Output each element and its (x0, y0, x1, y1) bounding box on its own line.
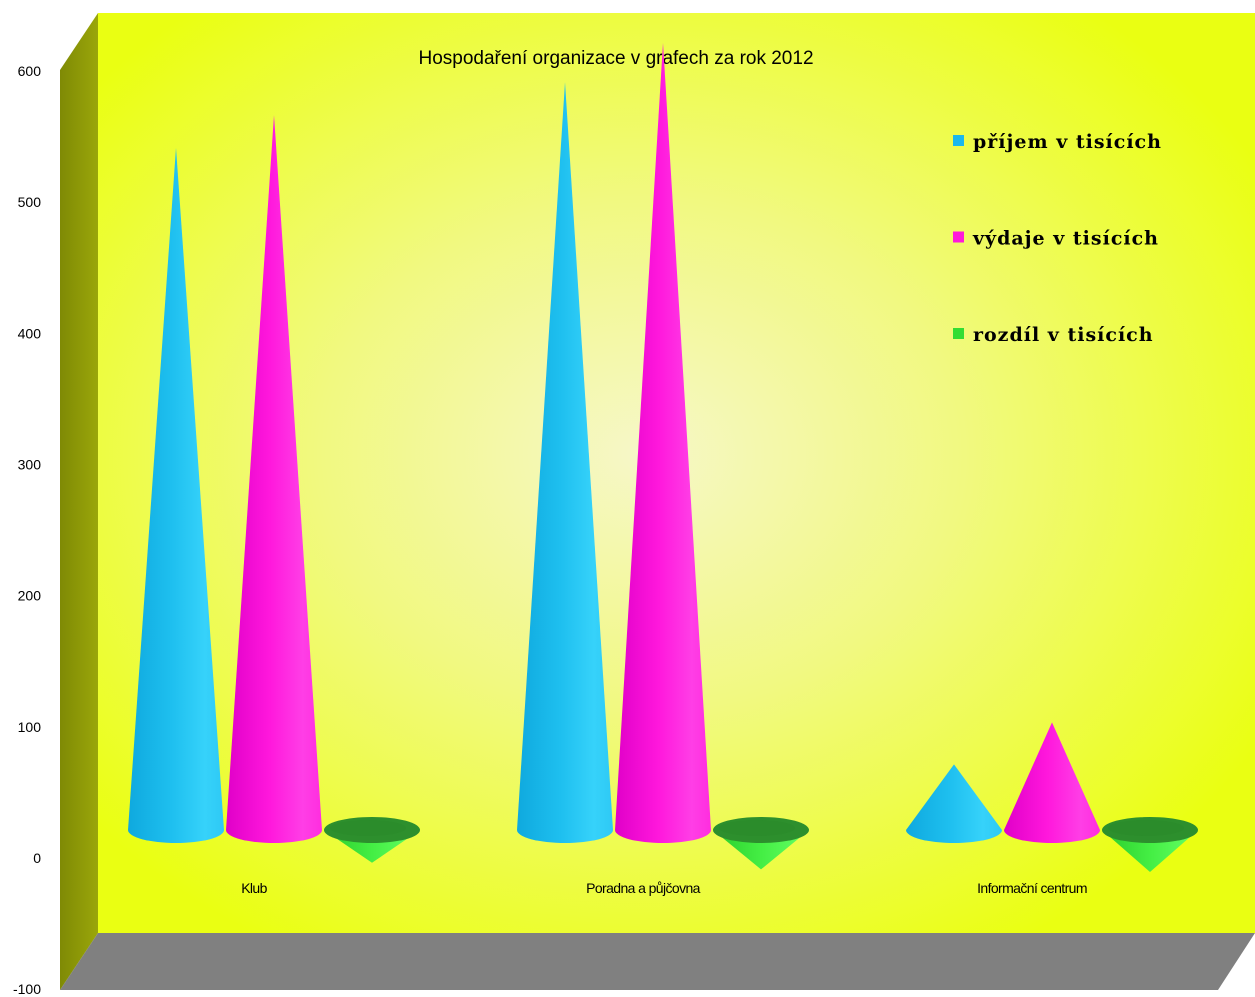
legend-item: rozdíl v tisících (953, 324, 1154, 346)
cone-top-shade (1108, 820, 1184, 836)
cone-body (906, 764, 1002, 843)
cone-3-1 (324, 817, 420, 863)
cone-body (517, 82, 613, 844)
cone-2-3 (1004, 722, 1100, 843)
chart-title: Hospodaření organizace v grafech za rok … (418, 48, 813, 69)
chart-floor (60, 933, 1255, 990)
cone-2-2 (615, 43, 711, 843)
y-tick-label: 400 (18, 325, 42, 341)
legend-label: rozdíl v tisících (973, 324, 1154, 346)
y-tick-label: 500 (18, 194, 42, 210)
cone-top-shade (330, 820, 406, 836)
cone-3-3 (1102, 817, 1198, 872)
category-label: Klub (241, 880, 267, 896)
legend-swatch (953, 231, 964, 243)
legend-item: příjem v tisících (953, 131, 1162, 153)
cone-body (1004, 722, 1100, 843)
cone-top-shade (719, 820, 795, 836)
y-axis-ticks: 600 500 400 300 200 100 0 -100 (13, 63, 41, 997)
y-tick-label: 100 (18, 719, 42, 735)
category-label: Informační centrum (977, 880, 1087, 896)
legend: příjem v tisících výdaje v tisících rozdíl… (953, 131, 1162, 346)
cone-3-2 (713, 817, 809, 870)
y-tick-label: -100 (13, 981, 41, 997)
cone-1-3 (906, 764, 1002, 843)
y-tick-label: 0 (33, 850, 41, 866)
cone-body (226, 115, 322, 844)
legend-label: příjem v tisících (973, 131, 1162, 153)
cone-2-1 (226, 115, 322, 844)
cone-body (128, 147, 224, 843)
legend-item: výdaje v tisících (953, 228, 1159, 250)
chart-side-wall (60, 13, 98, 990)
y-tick-label: 200 (18, 588, 42, 604)
category-labels: Klub Poradna a půjčovna Informační centrum (241, 880, 1087, 896)
cone-1-1 (128, 147, 224, 843)
cone-1-2 (517, 82, 613, 844)
chart-marks (128, 43, 1198, 872)
legend-swatch (953, 328, 964, 339)
legend-label: výdaje v tisících (972, 228, 1159, 250)
y-tick-label: 300 (18, 457, 42, 473)
y-tick-label: 600 (18, 63, 42, 79)
cone-body (615, 43, 711, 843)
legend-swatch (953, 135, 964, 146)
category-label: Poradna a půjčovna (586, 880, 701, 896)
